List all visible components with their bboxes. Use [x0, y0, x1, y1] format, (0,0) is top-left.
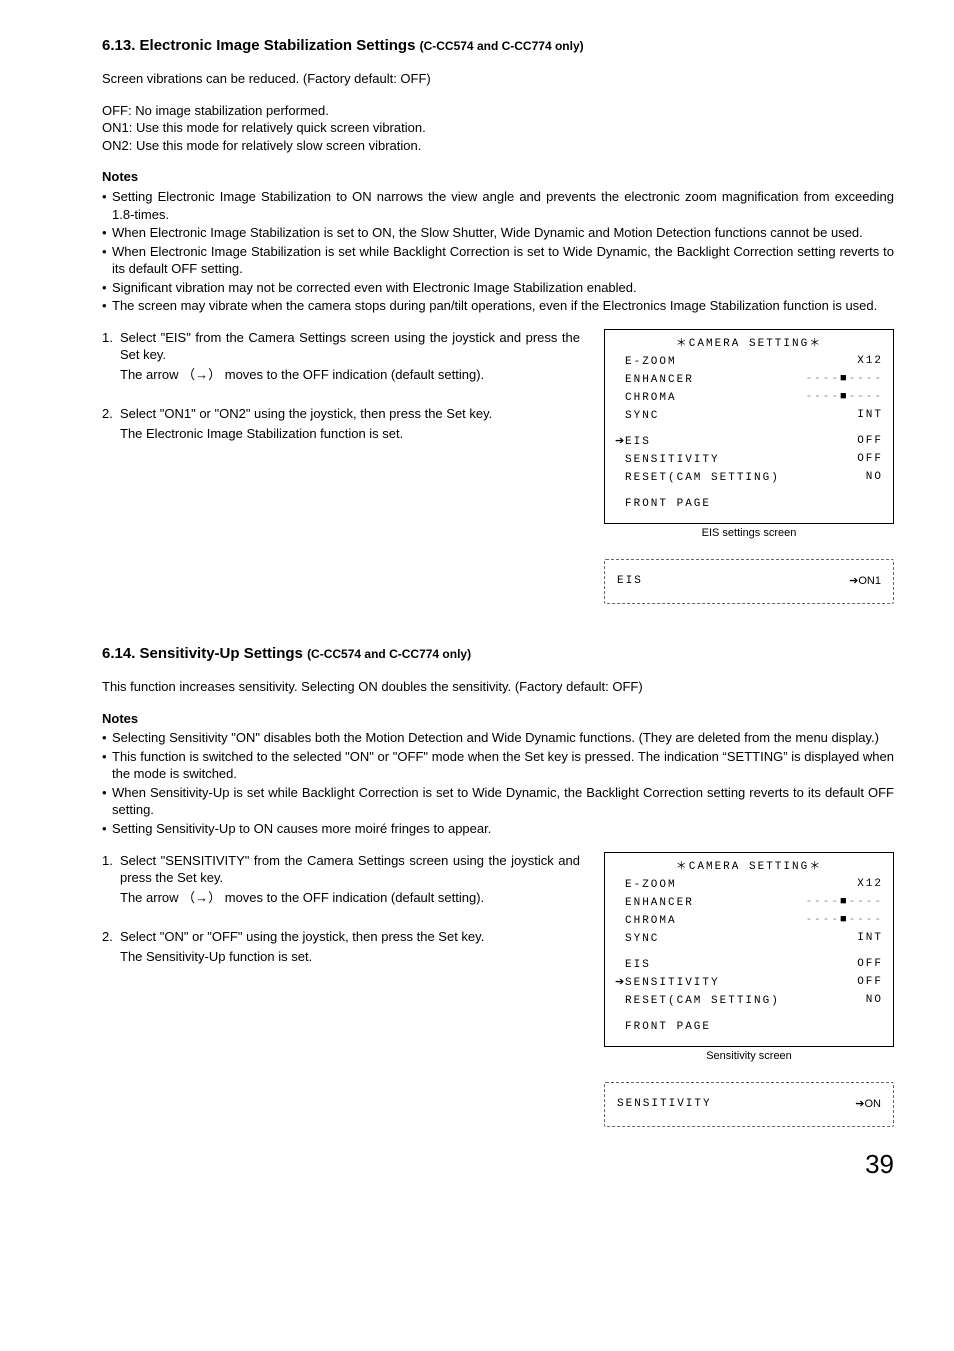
- osd-title: ＊CAMERA SETTING＊: [615, 859, 883, 876]
- step-main: Select "EIS" from the Camera Settings sc…: [120, 330, 580, 363]
- osd-title: ＊CAMERA SETTING＊: [615, 336, 883, 353]
- step-sub: The Electronic Image Stabilization funct…: [120, 425, 580, 443]
- section2-steps: Select "SENSITIVITY" from the Camera Set…: [102, 852, 580, 966]
- osd-row: ➔EISOFF: [615, 433, 883, 451]
- note-item: Setting Electronic Image Stabilization t…: [102, 188, 894, 223]
- osd-row: FRONT PAGE: [615, 495, 883, 513]
- note-item: The screen may vibrate when the camera s…: [102, 297, 894, 315]
- dash-label: EIS: [617, 574, 643, 589]
- dash-value: ➔ON: [855, 1097, 881, 1112]
- osd-eis-dashbox: EIS ➔ON1: [604, 559, 894, 604]
- note-item: When Sensitivity-Up is set while Backlig…: [102, 784, 894, 819]
- mode-off: OFF: No image stabilization performed.: [102, 102, 894, 120]
- osd-row: RESET(CAM SETTING)NO: [615, 469, 883, 487]
- note-item: Significant vibration may not be correct…: [102, 279, 894, 297]
- section1-notes: Setting Electronic Image Stabilization t…: [102, 188, 894, 315]
- section1-steps: Select "EIS" from the Camera Settings sc…: [102, 329, 580, 443]
- section-heading-614: 6.14. Sensitivity-Up Settings (C-CC574 a…: [102, 644, 894, 664]
- osd-row: FRONT PAGE: [615, 1018, 883, 1036]
- step-main: Select "ON" or "OFF" using the joystick,…: [120, 929, 484, 944]
- osd-row: CHROMA----■----: [615, 389, 883, 407]
- osd-row: RESET(CAM SETTING)NO: [615, 992, 883, 1010]
- osd-sensitivity-box: ＊CAMERA SETTING＊ E-ZOOMX12 ENHANCER----■…: [604, 852, 894, 1047]
- mode-on2: ON2: Use this mode for relatively slow s…: [102, 137, 894, 155]
- step-item: Select "ON" or "OFF" using the joystick,…: [102, 928, 580, 965]
- step-main: Select "ON1" or "ON2" using the joystick…: [120, 406, 492, 421]
- step-sub: The arrow （→） moves to the OFF indicatio…: [120, 889, 580, 907]
- heading-sub: (C-CC574 and C-CC774 only): [420, 39, 584, 53]
- osd-row: SENSITIVITYOFF: [615, 451, 883, 469]
- note-item: Setting Sensitivity-Up to ON causes more…: [102, 820, 894, 838]
- osd-caption: EIS settings screen: [604, 526, 894, 541]
- mode-on1: ON1: Use this mode for relatively quick …: [102, 119, 894, 137]
- osd-row: ➔SENSITIVITYOFF: [615, 974, 883, 992]
- heading-main: 6.14. Sensitivity-Up Settings: [102, 645, 303, 662]
- osd-row: SYNCINT: [615, 407, 883, 425]
- osd-caption: Sensitivity screen: [604, 1049, 894, 1064]
- step-main: Select "SENSITIVITY" from the Camera Set…: [120, 853, 580, 886]
- heading-main: 6.13. Electronic Image Stabilization Set…: [102, 37, 415, 54]
- note-item: When Electronic Image Stabilization is s…: [102, 224, 894, 242]
- section2-notes: Selecting Sensitivity "ON" disables both…: [102, 729, 894, 837]
- osd-row: E-ZOOMX12: [615, 353, 883, 371]
- step-item: Select "EIS" from the Camera Settings sc…: [102, 329, 580, 384]
- note-item: Selecting Sensitivity "ON" disables both…: [102, 729, 894, 747]
- osd-sensitivity-dashbox: SENSITIVITY ➔ON: [604, 1082, 894, 1127]
- notes-label: Notes: [102, 168, 894, 186]
- section2-intro: This function increases sensitivity. Sel…: [102, 678, 894, 696]
- osd-eis-box: ＊CAMERA SETTING＊ E-ZOOMX12 ENHANCER----■…: [604, 329, 894, 524]
- osd-row: EISOFF: [615, 956, 883, 974]
- notes-label: Notes: [102, 710, 894, 728]
- osd-row: CHROMA----■----: [615, 912, 883, 930]
- osd-row: E-ZOOMX12: [615, 876, 883, 894]
- step-sub: The arrow （→） moves to the OFF indicatio…: [120, 366, 580, 384]
- osd-row: ENHANCER----■----: [615, 371, 883, 389]
- dash-label: SENSITIVITY: [617, 1097, 712, 1112]
- osd-row: ENHANCER----■----: [615, 894, 883, 912]
- osd-row: SYNCINT: [615, 930, 883, 948]
- section1-intro: Screen vibrations can be reduced. (Facto…: [102, 70, 894, 88]
- heading-sub: (C-CC574 and C-CC774 only): [307, 647, 471, 661]
- note-item: When Electronic Image Stabilization is s…: [102, 243, 894, 278]
- step-sub: The Sensitivity-Up function is set.: [120, 948, 580, 966]
- step-item: Select "SENSITIVITY" from the Camera Set…: [102, 852, 580, 907]
- note-item: This function is switched to the selecte…: [102, 748, 894, 783]
- step-item: Select "ON1" or "ON2" using the joystick…: [102, 405, 580, 442]
- section-heading-613: 6.13. Electronic Image Stabilization Set…: [102, 36, 894, 56]
- dash-value: ➔ON1: [849, 574, 881, 589]
- page-number: 39: [102, 1147, 894, 1182]
